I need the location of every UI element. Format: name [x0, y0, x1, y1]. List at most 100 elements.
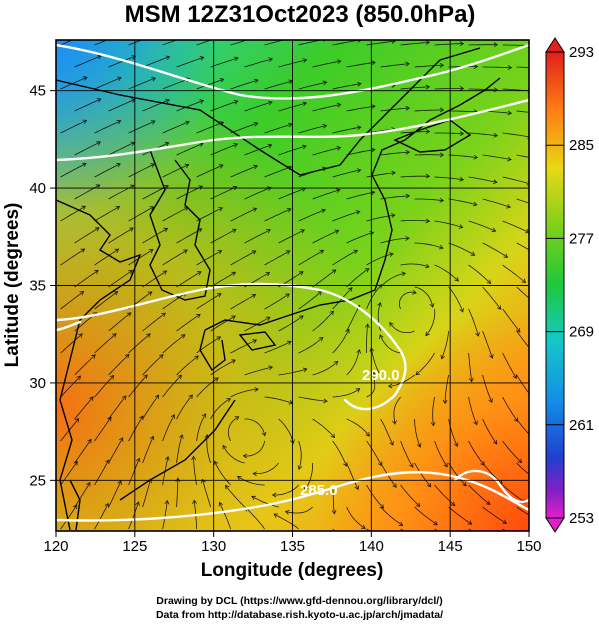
- streamline: [468, 264, 491, 284]
- streamline: [210, 186, 237, 200]
- coastline-russia: [56, 47, 481, 176]
- streamline-arrowhead: [388, 539, 392, 543]
- streamline: [94, 291, 118, 310]
- streamline: [278, 187, 306, 200]
- streamline: [482, 506, 507, 524]
- streamline: [108, 142, 135, 156]
- streamline-arrowhead: [179, 434, 184, 439]
- plot-area: 285.0 290.0: [56, 40, 534, 543]
- streamline-arrowhead: [336, 145, 342, 151]
- streamline-arrowhead: [299, 315, 304, 320]
- streamline: [502, 176, 529, 185]
- streamline-arrowhead: [371, 60, 376, 66]
- streamline-arrowhead: [149, 206, 155, 211]
- streamline-arrowhead: [322, 123, 328, 129]
- streamline-arrowhead: [488, 398, 493, 404]
- streamline-arrowhead: [73, 504, 78, 510]
- streamline-arrowhead: [216, 336, 222, 341]
- streamline: [398, 291, 417, 310]
- streamline: [210, 315, 236, 332]
- streamline: [237, 476, 265, 486]
- streamline: [312, 60, 341, 68]
- streamline-arrowhead: [392, 420, 397, 425]
- streamline-arrowhead: [489, 354, 494, 359]
- streamline-arrowhead: [105, 459, 110, 465]
- streamline: [176, 355, 199, 376]
- streamline-arrowhead: [81, 162, 87, 168]
- streamline: [482, 198, 511, 208]
- streamline: [468, 396, 478, 425]
- streamline-arrowhead: [252, 471, 257, 477]
- streamline-arrowhead: [329, 310, 335, 316]
- streamline: [441, 330, 449, 359]
- streamline: [400, 41, 430, 46]
- streamline: [285, 506, 313, 514]
- streamline: [108, 184, 135, 200]
- streamline-arrowhead: [126, 312, 132, 317]
- streamline: [366, 284, 382, 310]
- streamline: [253, 462, 279, 475]
- streamline-arrowhead: [336, 102, 342, 108]
- streamline: [482, 418, 498, 445]
- colorbar-label: 277: [569, 230, 594, 247]
- streamline-arrowhead: [530, 350, 534, 354]
- credit-line-1: Drawing by DCL (https://www.gfd-dennou.o…: [156, 595, 443, 607]
- streamline-arrowhead: [86, 481, 91, 487]
- streamline: [332, 388, 360, 398]
- streamline: [162, 249, 188, 266]
- streamline: [162, 374, 182, 398]
- streamline-arrowhead: [267, 143, 273, 149]
- x-tick-label: 135: [280, 538, 305, 555]
- streamline-arrowhead: [81, 205, 87, 210]
- streamline-arrowhead: [300, 229, 306, 234]
- streamline: [298, 250, 324, 266]
- streamline-arrowhead: [194, 355, 199, 360]
- streamline-arrowhead: [379, 334, 384, 339]
- streamline: [502, 132, 529, 138]
- colorbar-body: [545, 51, 565, 519]
- streamline: [380, 237, 410, 244]
- streamline-arrowhead: [217, 250, 223, 255]
- streamline: [516, 418, 529, 435]
- streamline: [448, 506, 472, 525]
- streamline-arrowhead: [438, 244, 444, 250]
- streamline-arrowhead: [265, 316, 271, 321]
- streamline: [74, 55, 102, 68]
- streamline: [516, 242, 529, 251]
- streamline-arrowhead: [298, 271, 304, 276]
- streamline-arrowhead: [354, 485, 359, 491]
- streamline: [176, 478, 179, 508]
- streamline-arrowhead: [252, 339, 258, 344]
- streamline: [162, 414, 175, 442]
- x-axis-title: Longitude (degrees): [201, 560, 384, 581]
- streamline: [432, 396, 435, 426]
- streamline: [468, 440, 485, 466]
- coastline-japan: [204, 77, 501, 331]
- streamline-arrowhead: [284, 509, 290, 515]
- streamline: [108, 312, 132, 332]
- streamline: [108, 395, 127, 420]
- streamline-arrowhead: [121, 395, 127, 400]
- streamline-arrowhead: [266, 229, 271, 234]
- streamline: [74, 439, 92, 464]
- colorbar-ticks: 293 285 277 269 261 253: [546, 44, 594, 527]
- streamline-arrowhead: [218, 164, 224, 169]
- streamline: [380, 418, 394, 446]
- streamline: [312, 269, 337, 288]
- streamline: [162, 164, 189, 178]
- x-axis: 120 125 130 135 140 145 150: [43, 531, 542, 555]
- streamline: [222, 445, 245, 464]
- streamline: [244, 101, 273, 112]
- streamline: [230, 165, 258, 178]
- coastline-ryukyu: [119, 399, 236, 501]
- streamline: [434, 43, 464, 46]
- streamline: [366, 371, 376, 398]
- streamline: [142, 312, 166, 332]
- streamline-arrowhead: [78, 333, 83, 338]
- streamline: [380, 151, 410, 156]
- streamline: [400, 175, 430, 178]
- streamline: [379, 334, 401, 354]
- streamline-arrowhead: [348, 287, 353, 292]
- streamline: [202, 479, 211, 508]
- streamline: [94, 375, 115, 398]
